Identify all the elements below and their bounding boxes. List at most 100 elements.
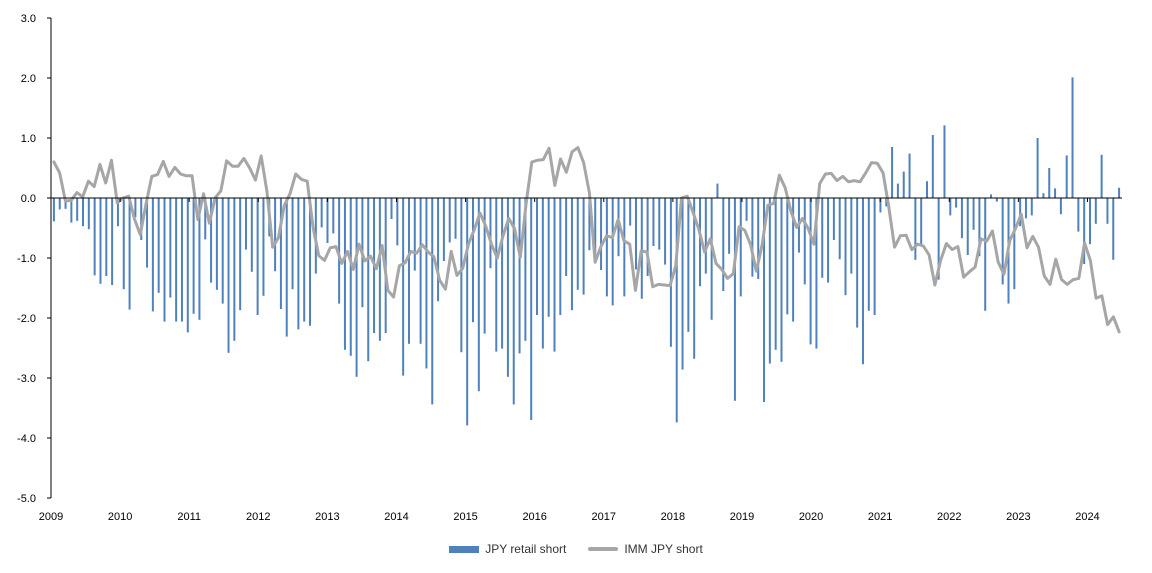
retail-short-bar — [122, 198, 125, 290]
retail-short-bar — [536, 198, 539, 315]
y-tick-label: -2.0 — [17, 313, 36, 325]
retail-short-bar — [390, 198, 393, 219]
retail-short-bar — [297, 198, 300, 330]
retail-short-bar — [256, 198, 259, 315]
retail-short-bar — [1071, 77, 1074, 198]
x-tick-label: 2011 — [177, 511, 201, 523]
y-tick-label: -5.0 — [17, 493, 36, 505]
retail-short-bar — [151, 198, 154, 312]
retail-short-bar — [1059, 198, 1062, 215]
x-tick-label: 2015 — [453, 511, 477, 523]
x-tick-label: 2016 — [522, 511, 546, 523]
retail-short-bar — [407, 198, 410, 344]
retail-short-bar — [891, 147, 894, 198]
imm-short-line — [52, 146, 1121, 334]
x-tick-label: 2010 — [108, 511, 132, 523]
retail-short-bar — [367, 198, 370, 362]
retail-short-bar — [472, 198, 474, 323]
retail-short-bar — [879, 198, 882, 213]
retail-short-bar — [419, 198, 422, 344]
retail-short-bar — [175, 198, 178, 322]
retail-short-bar — [87, 198, 90, 230]
retail-short-bar — [274, 198, 277, 272]
retail-short-bar — [210, 198, 213, 283]
retail-short-bar — [1065, 155, 1068, 198]
x-tick-label: 2017 — [592, 511, 616, 523]
x-tick-label: 2009 — [39, 511, 63, 523]
retail-short-bar — [652, 198, 655, 246]
retail-short-bar — [763, 198, 766, 402]
retail-short-bar — [541, 198, 544, 349]
retail-short-bar — [338, 198, 341, 304]
imm-short-line-path — [52, 146, 1121, 334]
retail-short-bar — [827, 198, 830, 283]
legend-bar-swatch — [449, 545, 480, 553]
retail-short-bar — [716, 183, 719, 198]
retail-short-bar — [629, 198, 632, 226]
retail-short-bar — [116, 198, 119, 227]
retail-short-bar — [76, 198, 79, 221]
retail-short-bar — [82, 198, 85, 227]
retail-short-bar — [896, 183, 899, 198]
retail-short-bar — [483, 198, 486, 334]
retail-short-bar — [617, 198, 620, 257]
retail-short-bar — [204, 198, 207, 240]
y-tick-label: -3.0 — [17, 373, 36, 385]
retail-short-bar — [111, 198, 114, 285]
y-tick-label: 2.0 — [21, 73, 36, 85]
retail-short-bar — [867, 198, 870, 311]
retail-short-bar — [1001, 198, 1004, 285]
retail-short-bar — [146, 198, 149, 268]
retail-short-bar — [832, 198, 835, 240]
retail-short-bar — [309, 198, 312, 326]
legend-item-retail: JPY retail short — [449, 542, 566, 556]
retail-short-bar — [437, 198, 440, 302]
retail-short-bar — [570, 198, 573, 311]
retail-short-bar — [262, 198, 265, 296]
retail-short-bar — [1024, 198, 1027, 219]
retail-short-bar — [448, 198, 451, 243]
retail-short-bar — [396, 198, 399, 246]
retail-short-bar — [751, 198, 754, 277]
retail-short-bar — [990, 194, 993, 198]
retail-short-bar — [1077, 198, 1080, 232]
retail-short-bar — [949, 198, 952, 216]
x-axis: 2009 2010 2011 2012 2013 2014 2015 2016 2017 2018… — [39, 197, 1122, 523]
retail-short-bar — [227, 198, 230, 353]
retail-short-bar — [582, 198, 585, 295]
retail-short-bar — [972, 198, 975, 230]
y-tick-label: -1.0 — [17, 253, 36, 265]
retail-short-bar — [565, 198, 568, 276]
retail-short-bar — [1042, 193, 1045, 198]
retail-short-bar — [64, 198, 67, 209]
retail-short-bar — [774, 198, 777, 350]
retail-short-bar — [1112, 198, 1115, 260]
retail-short-bar — [856, 198, 859, 328]
retail-short-bar — [355, 198, 358, 377]
retail-short-bar — [908, 153, 911, 198]
legend: JPY retail short IMM JPY short — [0, 540, 1152, 558]
retail-short-bar — [576, 198, 579, 290]
retail-short-bar — [920, 198, 923, 245]
retail-short-bar — [279, 198, 282, 309]
retail-short-bar — [378, 198, 381, 341]
retail-short-bar — [553, 198, 556, 352]
y-tick-label: 3.0 — [21, 13, 36, 25]
retail-short-bar — [70, 198, 73, 223]
retail-short-bar — [1083, 198, 1086, 264]
retail-short-bar — [943, 125, 946, 198]
retail-short-bar — [1054, 188, 1057, 198]
retail-short-bar — [937, 198, 940, 280]
retail-short-bar — [58, 198, 61, 210]
retail-short-bar — [466, 198, 469, 426]
retail-short-bar — [739, 198, 742, 297]
retail-short-bar — [646, 198, 649, 276]
retail-short-bar — [495, 198, 498, 352]
retail-short-bar — [320, 198, 323, 228]
y-tick-label: 1.0 — [21, 133, 36, 145]
retail-short-bar — [1036, 138, 1039, 198]
retail-short-bar — [244, 198, 247, 250]
retail-short-bar — [757, 198, 760, 279]
retail-short-bar — [1013, 198, 1016, 290]
